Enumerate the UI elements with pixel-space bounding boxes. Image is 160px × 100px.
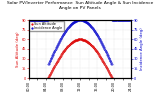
Incidence Angle bbox=[88, 24, 90, 25]
Incidence Angle bbox=[89, 24, 91, 26]
Incidence Angle bbox=[91, 26, 92, 28]
Sun Altitude bbox=[91, 45, 92, 46]
Sun Altitude bbox=[88, 43, 90, 44]
Y-axis label: Incidence Angle (deg): Incidence Angle (deg) bbox=[140, 28, 144, 70]
Text: Solar PV/Inverter Performance  Sun Altitude Angle & Sun Incidence Angle on PV Pa: Solar PV/Inverter Performance Sun Altitu… bbox=[7, 1, 153, 10]
Incidence Angle bbox=[28, 19, 30, 21]
Line: Incidence Angle: Incidence Angle bbox=[28, 20, 132, 65]
Line: Sun Altitude: Sun Altitude bbox=[47, 39, 113, 78]
Incidence Angle bbox=[130, 19, 132, 21]
Sun Altitude bbox=[89, 43, 91, 44]
Legend: Sun Altitude, Incidence Angle: Sun Altitude, Incidence Angle bbox=[29, 21, 64, 31]
Incidence Angle bbox=[111, 64, 113, 65]
Incidence Angle bbox=[28, 19, 30, 21]
Y-axis label: Sun Altitude (deg): Sun Altitude (deg) bbox=[16, 31, 20, 67]
Incidence Angle bbox=[115, 19, 116, 21]
Incidence Angle bbox=[121, 19, 123, 21]
